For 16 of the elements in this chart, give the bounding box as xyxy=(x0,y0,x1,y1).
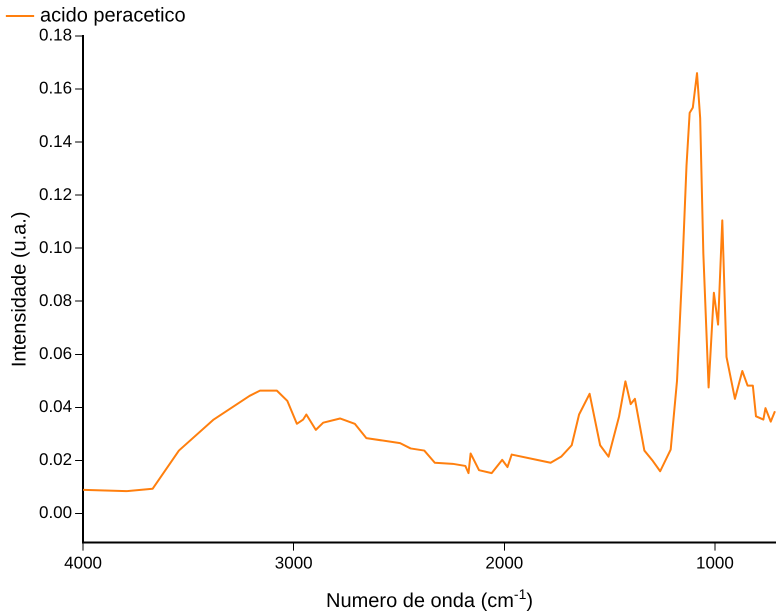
y-tick-label: 0.00 xyxy=(38,503,72,522)
y-tick-label: 0.08 xyxy=(38,290,72,310)
x-tick-label: 1000 xyxy=(696,553,734,572)
y-tick-label: 0.04 xyxy=(38,397,72,416)
y-tick-label: 0.06 xyxy=(38,344,72,363)
y-tick-label: 0.12 xyxy=(38,184,72,204)
y-tick-label: 0.16 xyxy=(38,78,72,98)
x-tick-label: 4000 xyxy=(64,553,102,572)
y-axis-title: Intensidade (u.a.) xyxy=(8,211,31,368)
legend-label: acido peracetico xyxy=(40,4,186,27)
x-tick-label: 2000 xyxy=(485,553,524,572)
y-tick-label: 0.10 xyxy=(38,238,72,257)
y-tick-label: 0.14 xyxy=(38,132,72,151)
x-tick-label: 3000 xyxy=(274,553,313,572)
y-tick-label: 0.18 xyxy=(38,26,72,45)
y-tick-label: 0.02 xyxy=(38,450,72,470)
